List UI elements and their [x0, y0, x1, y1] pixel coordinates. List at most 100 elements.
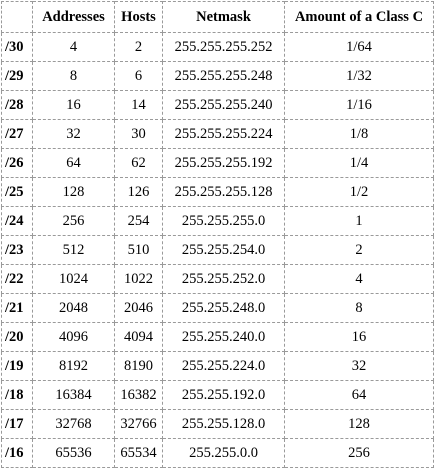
class-c-amount-cell: 16: [284, 322, 434, 352]
addresses-cell: 2048: [32, 293, 115, 323]
table-row: /20 4096 4094 255.255.240.0 16: [1, 322, 434, 352]
header-addresses: Addresses: [32, 1, 115, 33]
hosts-cell: 65534: [114, 438, 163, 468]
table-row: /19 8192 8190 255.255.224.0 32: [1, 351, 434, 381]
hosts-cell: 254: [114, 206, 163, 236]
class-c-amount-cell: 1/8: [284, 119, 434, 149]
table-row: /30 4 2 255.255.255.252 1/64: [1, 32, 434, 62]
cidr-prefix-cell: /27: [1, 119, 33, 149]
cidr-prefix-cell: /21: [1, 293, 33, 323]
netmask-cell: 255.255.255.128: [162, 177, 285, 207]
table-body: /30 4 2 255.255.255.252 1/64/29 8 6 255.255.255…: [1, 32, 434, 468]
header-netmask: Netmask: [162, 1, 285, 33]
cidr-prefix-cell: /26: [1, 148, 33, 178]
hosts-cell: 510: [114, 235, 163, 265]
netmask-cell: 255.255.254.0: [162, 235, 285, 265]
addresses-cell: 256: [32, 206, 115, 236]
addresses-cell: 128: [32, 177, 115, 207]
addresses-cell: 512: [32, 235, 115, 265]
class-c-amount-cell: 4: [284, 264, 434, 294]
table-row: /17 32768 32766 255.255.128.0 128: [1, 409, 434, 439]
class-c-amount-cell: 1/2: [284, 177, 434, 207]
class-c-amount-cell: 1: [284, 206, 434, 236]
cidr-prefix-cell: /24: [1, 206, 33, 236]
cidr-prefix-cell: /25: [1, 177, 33, 207]
netmask-cell: 255.255.255.252: [162, 32, 285, 62]
hosts-cell: 14: [114, 90, 163, 120]
table-row: /23 512 510 255.255.254.0 2: [1, 235, 434, 265]
class-c-amount-cell: 128: [284, 409, 434, 439]
hosts-cell: 8190: [114, 351, 163, 381]
table-row: /29 8 6 255.255.255.248 1/32: [1, 61, 434, 91]
addresses-cell: 65536: [32, 438, 115, 468]
netmask-cell: 255.255.252.0: [162, 264, 285, 294]
hosts-cell: 30: [114, 119, 163, 149]
class-c-amount-cell: 1/4: [284, 148, 434, 178]
netmask-cell: 255.255.255.192: [162, 148, 285, 178]
netmask-cell: 255.255.255.240: [162, 90, 285, 120]
cidr-prefix-cell: /17: [1, 409, 33, 439]
table-row: /16 65536 65534 255.255.0.0 256: [1, 438, 434, 468]
addresses-cell: 64: [32, 148, 115, 178]
cidr-prefix-cell: /18: [1, 380, 33, 410]
cidr-prefix-cell: /28: [1, 90, 33, 120]
addresses-cell: 32768: [32, 409, 115, 439]
class-c-amount-cell: 32: [284, 351, 434, 381]
cidr-prefix-cell: /19: [1, 351, 33, 381]
hosts-cell: 2: [114, 32, 163, 62]
netmask-cell: 255.255.0.0: [162, 438, 285, 468]
header-row: Addresses Hosts Netmask Amount of a Clas…: [1, 1, 434, 33]
netmask-cell: 255.255.224.0: [162, 351, 285, 381]
cidr-prefix-cell: /20: [1, 322, 33, 352]
table-header: Addresses Hosts Netmask Amount of a Clas…: [1, 1, 434, 33]
netmask-cell: 255.255.192.0: [162, 380, 285, 410]
netmask-cell: 255.255.255.0: [162, 206, 285, 236]
addresses-cell: 4096: [32, 322, 115, 352]
hosts-cell: 1022: [114, 264, 163, 294]
hosts-cell: 126: [114, 177, 163, 207]
netmask-cell: 255.255.128.0: [162, 409, 285, 439]
netmask-cell: 255.255.255.248: [162, 61, 285, 91]
table-row: /26 64 62 255.255.255.192 1/4: [1, 148, 434, 178]
hosts-cell: 62: [114, 148, 163, 178]
hosts-cell: 6: [114, 61, 163, 91]
addresses-cell: 16384: [32, 380, 115, 410]
table-row: /22 1024 1022 255.255.252.0 4: [1, 264, 434, 294]
table-row: /28 16 14 255.255.255.240 1/16: [1, 90, 434, 120]
class-c-amount-cell: 2: [284, 235, 434, 265]
class-c-amount-cell: 256: [284, 438, 434, 468]
netmask-cell: 255.255.240.0: [162, 322, 285, 352]
hosts-cell: 32766: [114, 409, 163, 439]
class-c-amount-cell: 64: [284, 380, 434, 410]
table-row: /21 2048 2046 255.255.248.0 8: [1, 293, 434, 323]
header-class-c-amount: Amount of a Class C: [284, 1, 434, 33]
class-c-amount-cell: 8: [284, 293, 434, 323]
table-row: /24 256 254 255.255.255.0 1: [1, 206, 434, 236]
cidr-prefix-cell: /16: [1, 438, 33, 468]
addresses-cell: 1024: [32, 264, 115, 294]
addresses-cell: 32: [32, 119, 115, 149]
cidr-prefix-cell: /22: [1, 264, 33, 294]
hosts-cell: 4094: [114, 322, 163, 352]
cidr-prefix-cell: /30: [1, 32, 33, 62]
cidr-prefix-cell: /23: [1, 235, 33, 265]
hosts-cell: 2046: [114, 293, 163, 323]
addresses-cell: 4: [32, 32, 115, 62]
class-c-amount-cell: 1/32: [284, 61, 434, 91]
addresses-cell: 8: [32, 61, 115, 91]
class-c-amount-cell: 1/16: [284, 90, 434, 120]
table-row: /25 128 126 255.255.255.128 1/2: [1, 177, 434, 207]
netmask-cell: 255.255.255.224: [162, 119, 285, 149]
table-row: /27 32 30 255.255.255.224 1/8: [1, 119, 434, 149]
addresses-cell: 16: [32, 90, 115, 120]
cidr-prefix-cell: /29: [1, 61, 33, 91]
class-c-amount-cell: 1/64: [284, 32, 434, 62]
addresses-cell: 8192: [32, 351, 115, 381]
table-row: /18 16384 16382 255.255.192.0 64: [1, 380, 434, 410]
hosts-cell: 16382: [114, 380, 163, 410]
header-hosts: Hosts: [114, 1, 163, 33]
netmask-cell: 255.255.248.0: [162, 293, 285, 323]
header-prefix: [1, 1, 33, 33]
